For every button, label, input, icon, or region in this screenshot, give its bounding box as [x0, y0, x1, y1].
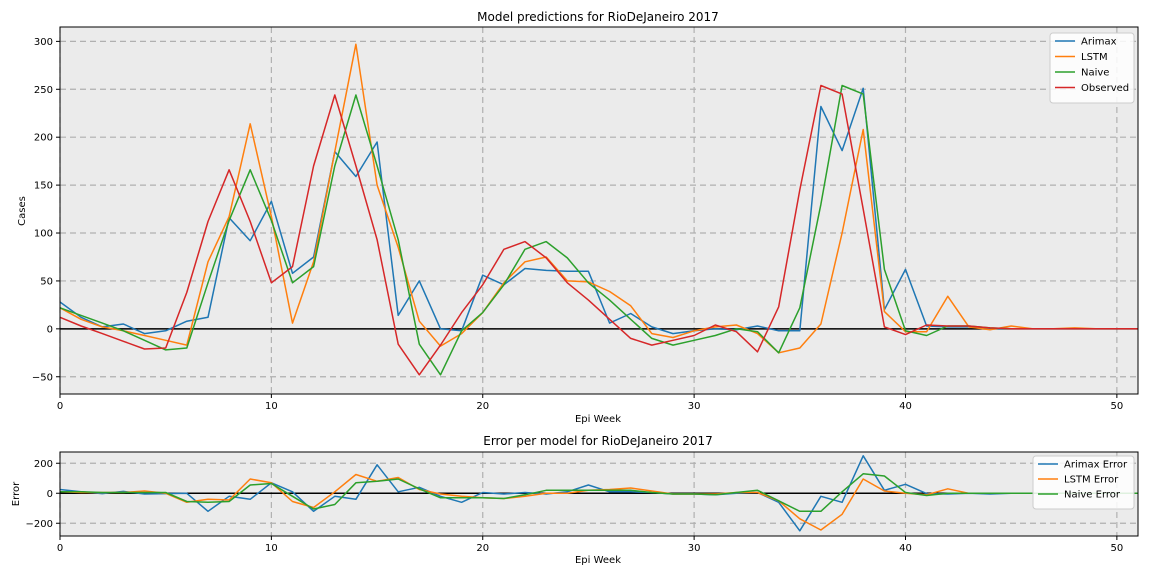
x-tick-label: 40: [899, 543, 912, 554]
plot-frame: [59, 451, 1139, 537]
legend-label: LSTM Error: [1064, 475, 1119, 486]
legend-label: LSTM: [1081, 52, 1108, 63]
y-tick-label: 300: [34, 37, 53, 48]
series-lines: [59, 43, 1138, 376]
chart-title: Model predictions for RioDeJaneiro 2017: [477, 10, 719, 24]
legend-label: Naive: [1081, 68, 1109, 79]
x-ticks: 0 10 20 30 40 50: [57, 394, 1123, 412]
predictions-chart: 0 10 20 30 40 50 −50 0 50 100 150 200 250 300 Model …: [17, 10, 1139, 425]
legend-label: Naive Error: [1064, 490, 1121, 501]
x-tick-label: 50: [1110, 401, 1123, 412]
x-tick-label: 20: [476, 543, 489, 554]
x-axis-label: Epi Week: [575, 555, 621, 566]
y-tick-label: 100: [34, 229, 53, 240]
x-axis-label: Epi Week: [575, 414, 621, 425]
legend: Arimax LSTM Naive Observed: [1049, 32, 1135, 104]
y-tick-label: 200: [34, 133, 53, 144]
series-lines: [59, 455, 1138, 532]
legend-box: [1049, 32, 1135, 104]
chart-title: Error per model for RioDeJaneiro 2017: [483, 434, 713, 448]
series-line-observed: [59, 84, 1138, 376]
series-line-arimax: [59, 87, 1138, 335]
y-tick-label: 50: [40, 276, 53, 287]
series-line-lstm: [59, 43, 1138, 354]
y-tick-label: 0: [47, 324, 53, 335]
x-tick-label: 30: [688, 543, 701, 554]
x-tick-label: 0: [57, 401, 63, 412]
plot-area: [60, 27, 1138, 394]
y-tick-label: 250: [34, 85, 53, 96]
y-tick-label: −50: [32, 372, 53, 383]
legend-label: Arimax: [1081, 37, 1117, 48]
x-tick-label: 10: [265, 543, 278, 554]
plot-frame: [59, 26, 1139, 395]
y-axis-label: Error: [11, 481, 22, 506]
x-ticks: 0 10 20 30 40 50: [57, 536, 1123, 554]
legend-box: [1032, 455, 1135, 510]
x-tick-label: 10: [265, 401, 278, 412]
y-ticks: −200 0 200: [26, 459, 60, 530]
legend-label: Arimax Error: [1064, 460, 1128, 471]
y-tick-label: 200: [34, 459, 53, 470]
y-tick-label: −200: [26, 519, 53, 530]
y-ticks: −50 0 50 100 150 200 250 300: [32, 37, 60, 383]
error-chart: 0 10 20 30 40 50 −200 0 200 Error per model for…: [11, 434, 1139, 566]
y-tick-label: 150: [34, 181, 53, 192]
y-axis-label: Cases: [17, 196, 28, 226]
y-tick-label: 0: [47, 489, 53, 500]
x-tick-label: 40: [899, 401, 912, 412]
legend: Arimax Error LSTM Error Naive Error: [1032, 455, 1135, 510]
x-tick-label: 0: [57, 543, 63, 554]
series-line-naive-error: [60, 473, 1138, 513]
x-tick-label: 30: [688, 401, 701, 412]
x-tick-label: 50: [1110, 543, 1123, 554]
x-tick-label: 20: [476, 401, 489, 412]
legend-label: Observed: [1081, 83, 1129, 94]
